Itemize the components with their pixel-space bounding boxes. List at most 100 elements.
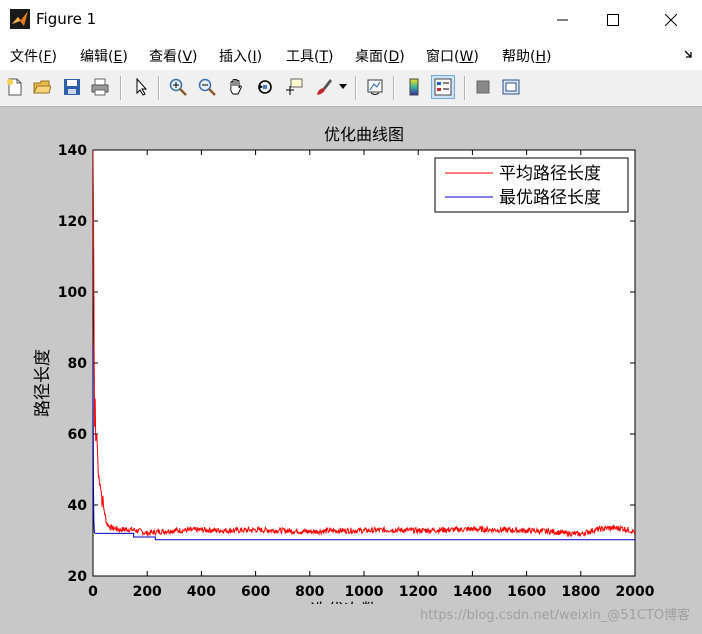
menu-file-label: 文件( [10,49,44,65]
x-tick-label: 1600 [507,584,546,600]
menu-edit[interactable]: 编辑(E) [80,46,128,66]
legend-entry: 平均路径长度 [499,164,601,184]
y-tick-label: 60 [68,427,88,443]
pointer-icon [136,78,148,96]
figure-toolbar [0,70,702,107]
brush-button[interactable] [313,76,335,98]
print-button[interactable] [89,76,111,98]
y-tick-label: 100 [58,285,87,301]
colorbar-icon [409,78,419,96]
link-plot-icon [367,79,383,95]
menu-file-end: ) [51,49,57,65]
menu-bar: 文件(F) 编辑(E) 查看(V) 插入(I) 工具(T) 桌面(D) 窗口(W… [0,40,702,70]
pan-hand-icon [230,79,242,95]
colorbar-button[interactable] [403,76,425,98]
menu-view[interactable]: 查看(V) [149,46,198,66]
dock-arrow-icon[interactable] [684,48,694,58]
zoom-out-icon [198,78,216,96]
menu-help[interactable]: 帮助(H) [502,46,551,66]
pointer-button[interactable] [130,76,152,98]
x-axis-label: 迭代次数 [310,601,378,604]
y-tick-label: 80 [68,356,88,372]
minimize-icon [557,19,568,21]
series-line-best [93,345,635,541]
new-figure-icon [7,78,22,96]
menu-view-key: V [182,49,193,65]
menu-help-label: 帮助( [502,49,536,65]
menu-desktop-key: D [388,49,400,65]
axes-box [92,149,636,577]
toolbar-separator [464,76,466,100]
close-icon [665,14,677,26]
zoom-out-button[interactable] [196,76,218,98]
menu-help-key: H [535,49,546,65]
hide-plot-tools-icon [476,80,490,94]
toolbar-separator [158,76,160,100]
zoom-in-icon [169,78,187,96]
close-button[interactable] [648,0,694,40]
toolbar-separator [393,76,395,100]
y-tick-label: 20 [68,569,88,585]
link-plot-button[interactable] [364,76,386,98]
maximize-icon [607,14,619,26]
menu-desktop-label: 桌面( [355,49,389,65]
x-tick-label: 1000 [345,584,384,600]
pan-button[interactable] [225,76,247,98]
save-icon [64,79,80,95]
menu-view-end: ) [192,49,198,65]
menu-insert[interactable]: 插入(I) [219,46,262,66]
y-tick-label: 140 [58,143,87,159]
minimize-button[interactable] [540,0,586,40]
menu-desktop-end: ) [399,49,405,65]
x-tick-label: 1200 [399,584,438,600]
open-file-icon [33,80,51,94]
y-tick-label: 120 [58,214,87,230]
menu-window[interactable]: 窗口(W) [426,46,479,66]
maximize-button[interactable] [590,0,636,40]
menu-tools-end: ) [328,49,334,65]
chevron-down-icon [339,84,347,89]
menu-tools-label: 工具( [286,49,320,65]
menu-window-key: W [459,49,474,65]
save-button[interactable] [61,76,83,98]
y-axis-label: 路径长度 [33,349,53,417]
menu-window-label: 窗口( [426,49,460,65]
data-cursor-button[interactable] [283,76,305,98]
new-figure-button[interactable] [4,76,26,98]
window-title: Figure 1 [36,10,97,28]
menu-file[interactable]: 文件(F) [10,46,57,66]
menu-edit-key: E [113,49,123,65]
menu-tools-key: T [319,49,329,65]
x-tick-label: 1800 [561,584,600,600]
legend-icon [434,78,452,96]
hide-plot-tools-button[interactable] [472,76,494,98]
y-tick-label: 40 [68,498,88,514]
toolbar-separator [355,76,357,100]
zoom-in-button[interactable] [167,76,189,98]
menu-tools[interactable]: 工具(T) [286,46,334,66]
menu-desktop[interactable]: 桌面(D) [355,46,405,66]
legend-button[interactable] [431,75,455,99]
show-plot-tools-button[interactable] [500,76,522,98]
matlab-logo-icon [10,9,30,29]
plot-canvas[interactable]: 优化曲线图 0 200 400 600 800 1000 1200 1400 1600 1800 20… [0,107,702,604]
show-plot-tools-icon [502,79,520,95]
data-cursor-icon [286,78,303,95]
title-bar: Figure 1 [0,0,702,40]
legend-entry: 最优路径长度 [499,188,601,208]
menu-insert-end: ) [256,49,263,65]
menu-file-key: F [43,49,52,65]
x-tick-label: 400 [187,584,216,600]
x-tick-label: 200 [133,584,162,600]
menu-edit-label: 编辑( [80,49,114,65]
menu-window-end: ) [473,49,479,65]
series-line-average [93,150,635,538]
open-file-button[interactable] [31,76,53,98]
print-icon [91,78,109,96]
menu-view-label: 查看( [149,49,183,65]
rotate-3d-button[interactable] [254,76,276,98]
brush-dropdown[interactable] [337,76,349,98]
toolbar-separator [120,76,122,100]
menu-edit-end: ) [122,49,128,65]
